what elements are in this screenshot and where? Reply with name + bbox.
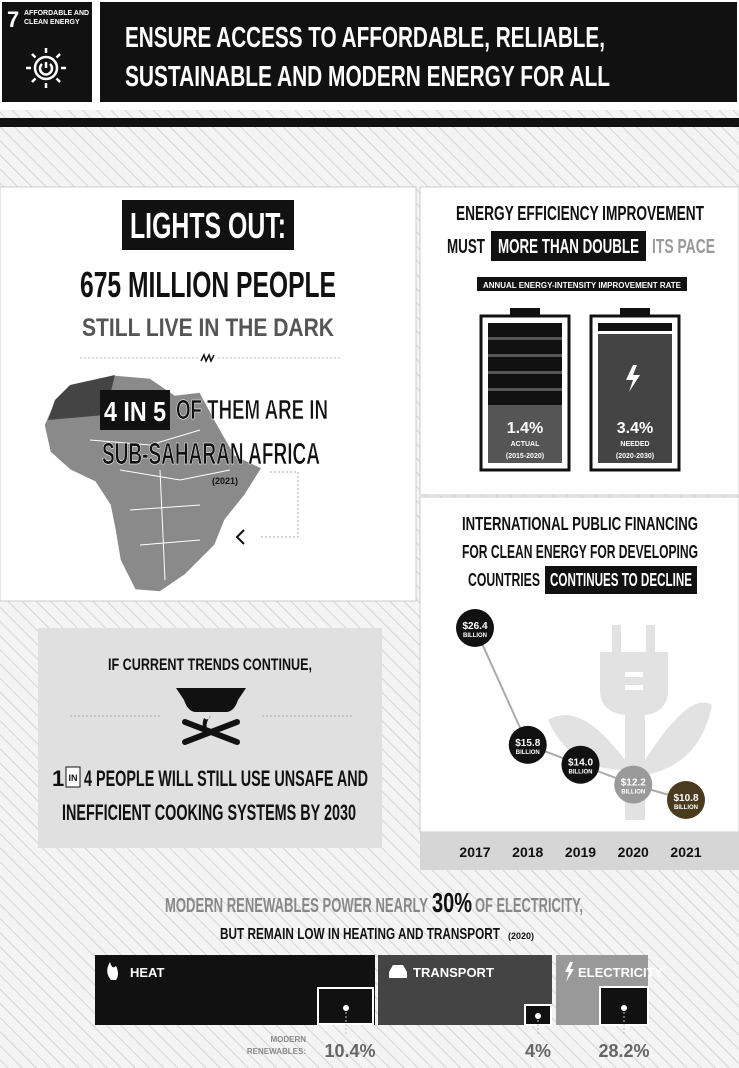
markers xyxy=(343,1005,627,1019)
lead: MUST xyxy=(447,236,485,258)
efficiency-title: ENERGY EFFICIENCY IMPROVEMENT xyxy=(456,203,704,225)
sector-name: TRANSPORT xyxy=(413,965,494,980)
badge: LIGHTS OUT: xyxy=(130,205,286,246)
cooking-boxed: IN xyxy=(69,773,78,783)
plug-slot xyxy=(625,685,643,690)
cooking-icon xyxy=(176,688,246,745)
region: SUB-SAHARAN AFRICA xyxy=(102,436,320,471)
cooking-line: 4 PEOPLE WILL STILL USE UNSAFE AND xyxy=(84,766,368,791)
cooking-line: INEFFICIENT COOKING SYSTEMS BY 2030 xyxy=(62,800,356,825)
year-band xyxy=(420,832,739,870)
financing-points: $26.4BILLION2017$15.8BILLION2018$14.0BIL… xyxy=(456,609,705,860)
goal-number: 7 xyxy=(7,7,19,32)
year-label: 2019 xyxy=(565,844,596,860)
financing-unit: BILLION xyxy=(674,805,698,811)
sector-bar xyxy=(378,955,552,1025)
madagascar xyxy=(200,526,214,554)
flame-icon xyxy=(107,962,118,980)
headline: 675 MILLION PEOPLE xyxy=(80,264,336,305)
label-box xyxy=(477,277,687,291)
cooking-lead: 1 xyxy=(52,766,64,791)
plug-graphic xyxy=(548,625,712,820)
financing-unit: BILLION xyxy=(516,750,540,756)
share: 4 IN 5 xyxy=(104,396,166,427)
highlight: MORE THAN DOUBLE xyxy=(498,236,639,258)
share-text: OF THEM ARE IN xyxy=(176,394,328,425)
financing-unit: BILLION xyxy=(621,790,645,796)
plug-slot xyxy=(625,672,643,677)
financing-title: COUNTRIES xyxy=(468,570,540,590)
share-box xyxy=(100,390,170,430)
battery-value: 3.4% xyxy=(617,420,653,437)
battery xyxy=(479,308,571,472)
arrow xyxy=(235,529,245,545)
renew-year: (2020) xyxy=(508,931,534,941)
north-africa xyxy=(48,375,115,420)
renew-title: MODERN RENEWABLES POWER NEARLY xyxy=(165,895,428,917)
divider-bar xyxy=(0,118,739,127)
cooking-box xyxy=(38,628,382,848)
renew-title: OF ELECTRICITY, xyxy=(475,895,583,917)
bolt-icon xyxy=(565,962,574,982)
label: ANNUAL ENERGY-INTENSITY IMPROVEMENT RATE xyxy=(483,281,682,290)
title-box xyxy=(100,2,737,102)
financing-unit: BILLION xyxy=(463,633,487,639)
sector-name: HEAT xyxy=(130,965,164,980)
battery xyxy=(589,308,681,472)
financing-point xyxy=(614,765,653,804)
financing-point xyxy=(561,745,600,784)
in-box xyxy=(65,766,81,788)
year-label: 2020 xyxy=(618,844,649,860)
financing-unit: BILLION xyxy=(569,770,593,776)
sector-share: 10.4% xyxy=(324,1041,375,1061)
year-label: 2021 xyxy=(670,844,701,860)
borders xyxy=(89,429,231,581)
financing-value: $26.4 xyxy=(462,621,487,632)
sun-icon xyxy=(26,48,66,88)
financing-value: $10.8 xyxy=(673,793,698,804)
badge-box xyxy=(122,200,294,250)
renew-highlight: 30% xyxy=(432,887,472,918)
sector-name: ELECTRICITY xyxy=(578,965,664,980)
zigzag xyxy=(200,353,215,363)
highlight-box xyxy=(545,566,697,594)
financing-point xyxy=(508,725,547,764)
renew-subtitle: BUT REMAIN LOW IN HEATING AND TRANSPORT xyxy=(220,926,500,943)
tail: ITS PACE xyxy=(652,236,715,258)
battery-name: NEEDED xyxy=(620,441,649,448)
cooking-intro: IF CURRENT TRENDS CONTINUE, xyxy=(108,655,312,674)
goal-name: AFFORDABLE AND xyxy=(24,10,89,17)
row-label: RENEWABLES: xyxy=(247,1047,306,1056)
title: SUSTAINABLE AND MODERN ENERGY FOR ALL xyxy=(125,61,610,93)
financing-title: INTERNATIONAL PUBLIC FINANCING xyxy=(462,514,698,534)
bracket xyxy=(260,471,299,538)
row-label: MODERN xyxy=(270,1035,306,1044)
leader-lines xyxy=(345,1012,625,1036)
year-label: 2017 xyxy=(459,844,490,860)
subhead: STILL LIVE IN THE DARK xyxy=(82,314,334,342)
sector-share: 4% xyxy=(525,1041,551,1061)
car-icon xyxy=(389,965,407,978)
year: (2021) xyxy=(212,476,238,486)
financing-value: $15.8 xyxy=(515,738,540,749)
battery-value: 1.4% xyxy=(507,420,543,437)
financing-value: $12.2 xyxy=(621,778,646,789)
battery-period: (2015-2020) xyxy=(506,453,544,460)
goal-name: CLEAN ENERGY xyxy=(24,19,80,26)
financing-value: $14.0 xyxy=(568,758,593,769)
financing-point xyxy=(667,781,705,819)
highlight: CONTINUES TO DECLINE xyxy=(550,570,692,590)
highlight-box xyxy=(491,231,646,261)
battery-name: ACTUAL xyxy=(511,441,540,448)
sector-share: 28.2% xyxy=(598,1041,649,1061)
financing-title: FOR CLEAN ENERGY FOR DEVELOPING xyxy=(462,542,698,562)
title: ENSURE ACCESS TO AFFORDABLE, RELIABLE, xyxy=(125,22,605,54)
year-label: 2018 xyxy=(512,844,543,860)
financing-point xyxy=(456,609,494,647)
battery-period: (2020-2030) xyxy=(616,453,654,460)
